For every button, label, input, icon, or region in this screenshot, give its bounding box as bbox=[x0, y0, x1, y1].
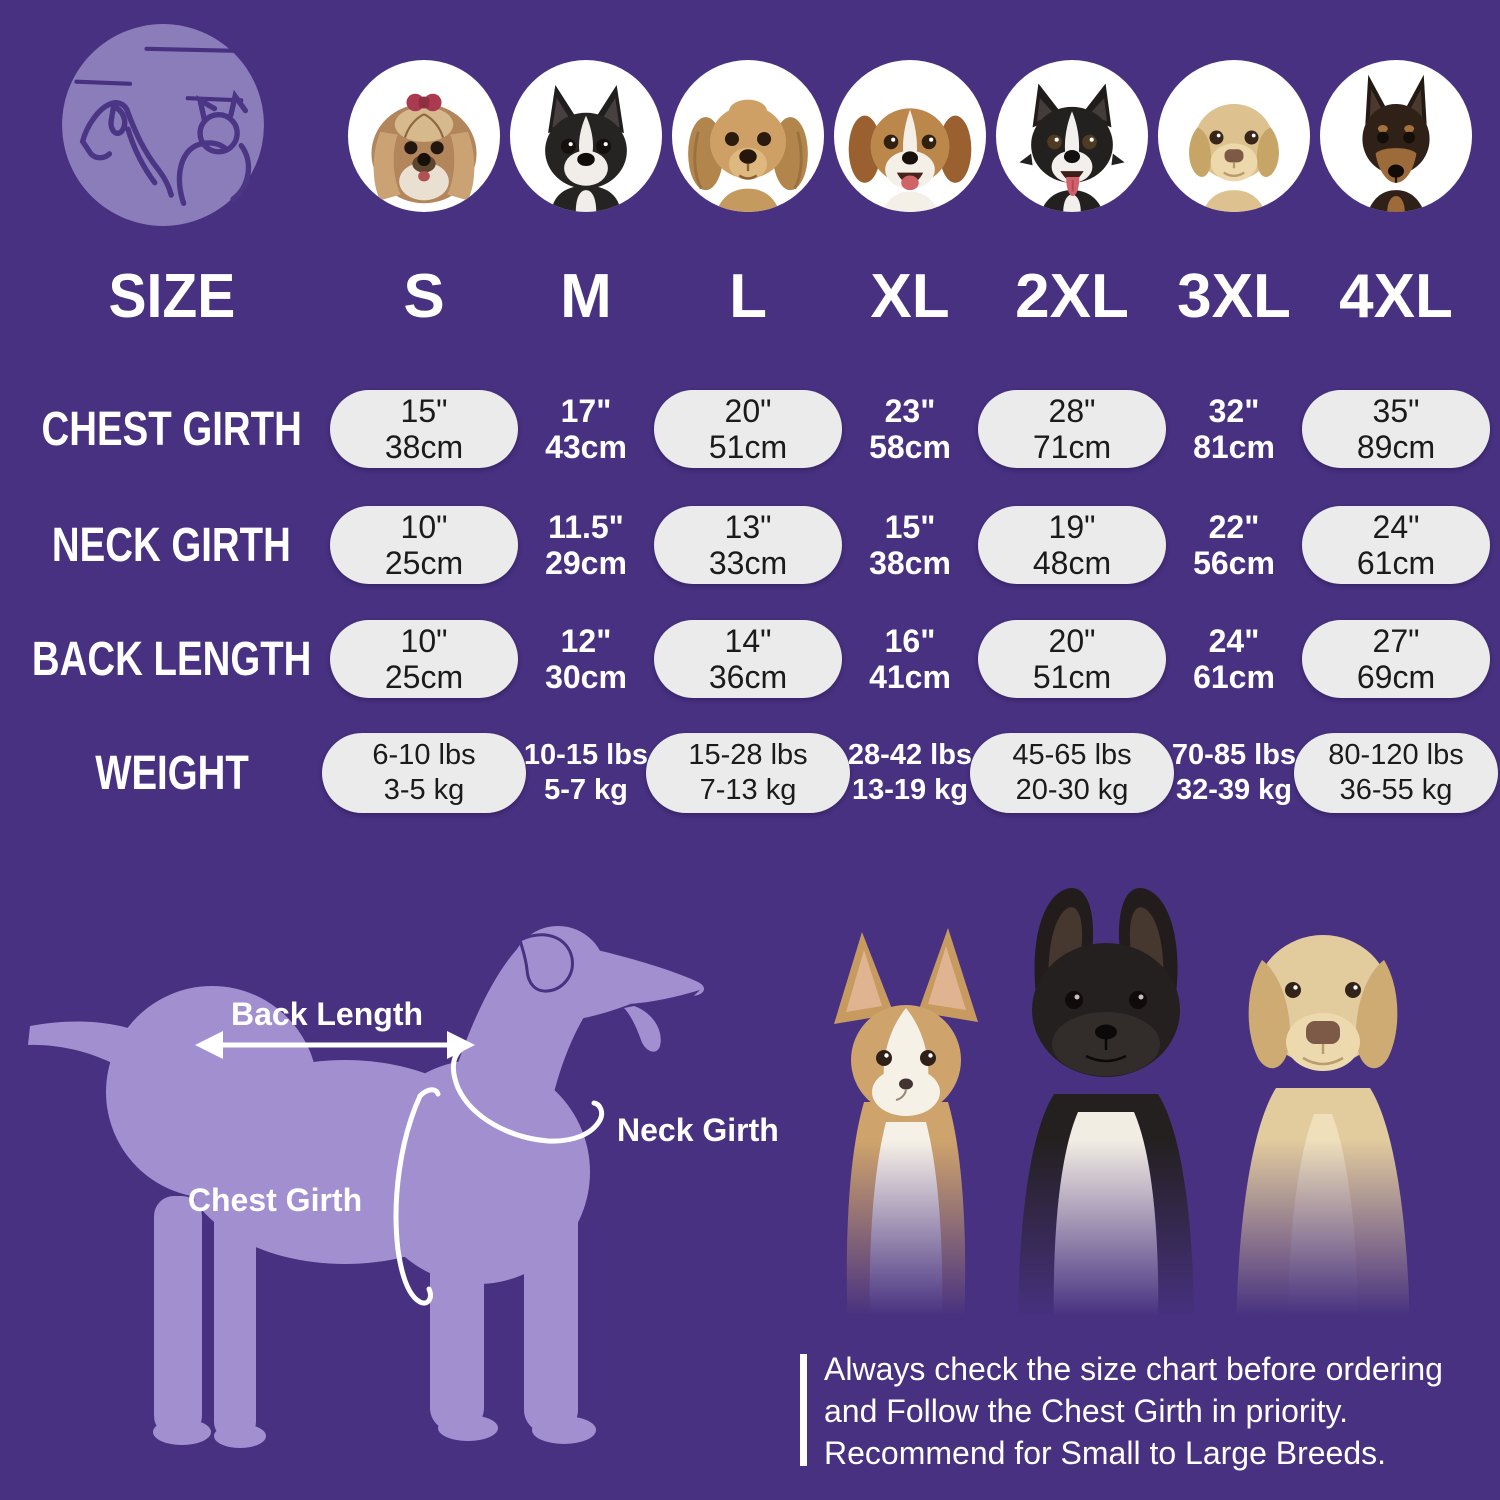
diagram-back-length-label: Back Length bbox=[230, 996, 424, 1032]
cell-chest-s: 15" 38cm bbox=[330, 390, 518, 468]
cell-neck-s: 10" 25cm bbox=[330, 506, 518, 584]
labrador-photo-icon bbox=[1158, 60, 1310, 212]
table-row-chest-girth: CHEST GIRTH 15" 38cm 17" 43cm 20" 51cm 23" 5… bbox=[0, 390, 1500, 468]
cell-neck-l: 13" 33cm bbox=[654, 506, 842, 584]
row-label-back-length: BACK LENGTH bbox=[31, 632, 312, 686]
cell-back-s: 10" 25cm bbox=[330, 620, 518, 698]
note-text: Always check the size chart before order… bbox=[824, 1348, 1474, 1474]
note-line-1: Always check the size chart before order… bbox=[824, 1351, 1443, 1387]
table-row-neck-girth: NECK GIRTH 10" 25cm 11.5" 29cm 13" 33cm 15"… bbox=[0, 506, 1500, 584]
breed-photo-row bbox=[0, 60, 1500, 212]
cell-back-4xl: 27" 69cm bbox=[1302, 620, 1490, 698]
shih-tzu-photo-icon bbox=[348, 60, 500, 212]
cell-weight-xl: 28-42 lbs 13-19 kg bbox=[847, 739, 973, 806]
cell-weight-l: 15-28 lbs 7-13 kg bbox=[646, 733, 850, 813]
cell-neck-2xl: 19" 48cm bbox=[978, 506, 1166, 584]
table-row-weight: WEIGHT 6-10 lbs 3-5 kg 10-15 lbs 5-7 kg 15… bbox=[0, 733, 1500, 813]
cell-chest-2xl: 28" 71cm bbox=[978, 390, 1166, 468]
note-divider-bar bbox=[800, 1354, 807, 1466]
diagram-chest-girth-label: Chest Girth bbox=[187, 1182, 363, 1218]
beagle-photo-icon bbox=[834, 60, 986, 212]
cell-weight-4xl: 80-120 lbs 36-55 kg bbox=[1294, 733, 1498, 813]
cell-neck-4xl: 24" 61cm bbox=[1302, 506, 1490, 584]
cell-neck-m: 11.5" 29cm bbox=[545, 509, 627, 581]
size-m: M bbox=[560, 261, 612, 331]
row-label-neck-girth: NECK GIRTH bbox=[52, 518, 291, 572]
cell-neck-3xl: 22" 56cm bbox=[1193, 509, 1275, 581]
cell-weight-3xl: 70-85 lbs 32-39 kg bbox=[1171, 739, 1297, 806]
size-l: L bbox=[729, 261, 767, 331]
cell-chest-l: 20" 51cm bbox=[654, 390, 842, 468]
size-3xl: 3XL bbox=[1177, 261, 1291, 331]
measurement-diagram-dog-silhouette bbox=[28, 926, 704, 1448]
cell-chest-xl: 23" 58cm bbox=[869, 393, 951, 465]
cell-neck-xl: 15" 38cm bbox=[869, 509, 951, 581]
cell-back-m: 12" 30cm bbox=[545, 623, 627, 695]
boston-terrier-photo-icon bbox=[510, 60, 662, 212]
row-label-weight: WEIGHT bbox=[94, 746, 249, 800]
diagram-neck-girth-label: Neck Girth bbox=[617, 1112, 779, 1148]
size-header-label: SIZE bbox=[108, 261, 235, 331]
cell-chest-4xl: 35" 89cm bbox=[1302, 390, 1490, 468]
cell-back-xl: 16" 41cm bbox=[869, 623, 951, 695]
row-label-chest-girth: CHEST GIRTH bbox=[41, 402, 302, 456]
border-collie-photo-icon bbox=[996, 60, 1148, 212]
cell-weight-m: 10-15 lbs 5-7 kg bbox=[523, 739, 649, 806]
cell-back-3xl: 24" 61cm bbox=[1193, 623, 1275, 695]
size-4xl: 4XL bbox=[1339, 261, 1453, 331]
size-header-row: SIZE S M L XL 2XL 3XL 4XL bbox=[0, 258, 1500, 334]
size-xl: XL bbox=[870, 261, 950, 331]
note-line-2: and Follow the Chest Girth in priority. bbox=[824, 1393, 1349, 1429]
size-2xl: 2XL bbox=[1015, 261, 1129, 331]
doberman-photo-icon bbox=[1320, 60, 1472, 212]
photo-fade-gradient bbox=[780, 1140, 1500, 1336]
cell-weight-s: 6-10 lbs 3-5 kg bbox=[322, 733, 526, 813]
cell-chest-m: 17" 43cm bbox=[545, 393, 627, 465]
brand-logo-dog-cat-icon bbox=[62, 24, 264, 226]
cell-back-2xl: 20" 51cm bbox=[978, 620, 1166, 698]
cell-weight-2xl: 45-65 lbs 20-30 kg bbox=[970, 733, 1174, 813]
cocker-spaniel-photo-icon bbox=[672, 60, 824, 212]
size-s: S bbox=[403, 261, 445, 331]
cell-chest-3xl: 32" 81cm bbox=[1193, 393, 1275, 465]
note-line-3: Recommend for Small to Large Breeds. bbox=[824, 1435, 1387, 1471]
table-row-back-length: BACK LENGTH 10" 25cm 12" 30cm 14" 36cm 16" 4… bbox=[0, 620, 1500, 698]
cell-back-l: 14" 36cm bbox=[654, 620, 842, 698]
